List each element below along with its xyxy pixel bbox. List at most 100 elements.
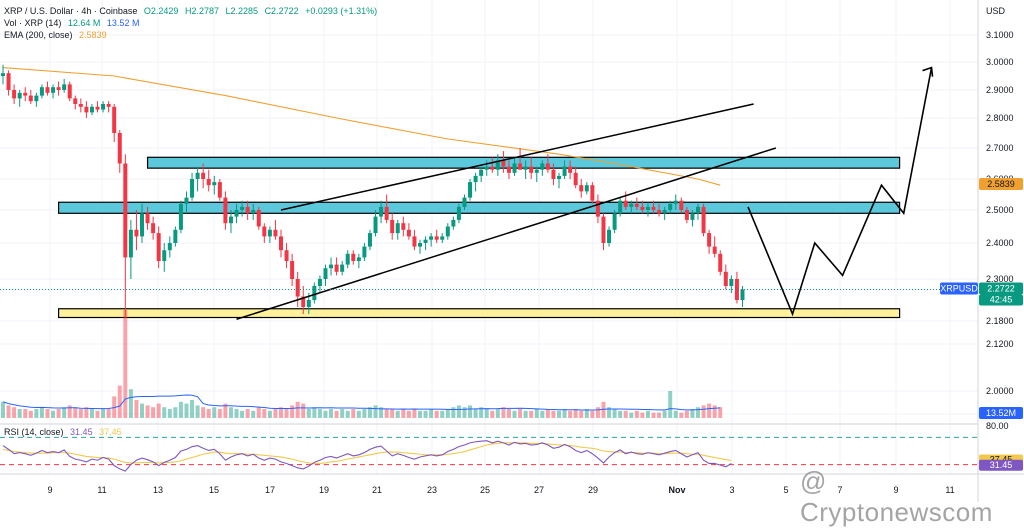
volume-bar [273, 409, 278, 418]
volume-bar [379, 407, 384, 418]
time-tick-label: 17 [265, 485, 275, 495]
candle-body [317, 279, 322, 286]
price-tick-label: 2.9000 [986, 85, 1014, 95]
trendline [280, 103, 754, 211]
volume-bar [279, 407, 283, 418]
ohlc-close: C2.2722 [264, 6, 299, 16]
volume-bar [512, 410, 517, 418]
candle-body [634, 203, 639, 207]
price-tick-label: 2.1200 [986, 339, 1014, 349]
candle-body [679, 200, 684, 210]
candle-body [690, 213, 695, 220]
time-tick-label: 19 [319, 485, 329, 495]
volume-value: 12.64 M [67, 18, 101, 28]
volume-bar [101, 409, 106, 418]
volume-bar [657, 412, 662, 418]
volume-bar [1, 401, 5, 418]
volume-bar [256, 407, 261, 418]
candle-body [367, 233, 372, 247]
candle-body [62, 84, 67, 90]
chart-canvas[interactable]: 3.10003.00002.90002.80002.70002.60002.50… [0, 0, 1024, 502]
candle-body [451, 219, 456, 227]
volume-bar [551, 410, 556, 418]
candle-body [696, 206, 700, 214]
ema-label: EMA (200, close) [4, 30, 73, 40]
ohlc-low: L2.2285 [225, 6, 259, 16]
candle-body [162, 250, 167, 261]
candle-body [251, 210, 256, 214]
symbol-title: XRP / U.S. Dollar · 4h · Coinbase [4, 6, 138, 16]
candle-body [629, 203, 634, 207]
volume-bar [423, 410, 428, 418]
volume-bar [345, 410, 350, 418]
volume-bar [362, 409, 367, 418]
price-tick-label: 3.1000 [986, 30, 1014, 40]
candle-body [234, 210, 239, 217]
volume-bar [557, 410, 561, 418]
candle-body [73, 98, 78, 104]
candle-body [267, 229, 272, 237]
candle-body [557, 175, 561, 179]
candle-body [607, 229, 612, 243]
candle-body [601, 216, 606, 243]
candle-body [640, 206, 645, 210]
volume-bar [6, 405, 11, 418]
volume-bar [529, 410, 534, 418]
candle-body [195, 172, 200, 179]
candle-body [128, 229, 133, 258]
countdown-badge-bg [979, 294, 1023, 306]
symbol-badge-bg [940, 282, 978, 295]
candle-body [662, 210, 667, 214]
price-tick-label: 2.5000 [986, 205, 1014, 215]
volume-bar [679, 412, 684, 418]
candle-body [534, 169, 539, 173]
volume-bar [412, 409, 417, 418]
volume-bar [262, 409, 267, 418]
volume-bar [234, 409, 239, 418]
volume-bar [673, 410, 678, 418]
projection-arrowhead [922, 66, 934, 77]
candle-body [501, 160, 506, 167]
candle-body [279, 236, 283, 251]
candle-body [590, 185, 595, 201]
candle-body [334, 264, 339, 272]
candle-body [429, 236, 434, 240]
candle-body [401, 223, 406, 230]
candle-body [462, 197, 467, 207]
volume-bar [612, 409, 617, 418]
volume-bar [562, 409, 567, 418]
time-tick-label: 25 [480, 485, 490, 495]
volume-bar [356, 410, 361, 418]
volume-bar [451, 407, 456, 418]
price-tick-label: 2.0000 [986, 386, 1014, 396]
volume-bar [590, 410, 595, 418]
candle-body [190, 179, 195, 198]
last-price-badge-bg [979, 282, 1023, 295]
time-tick-label: 29 [588, 485, 598, 495]
volume-bar [456, 405, 461, 418]
volume-bar [351, 409, 356, 418]
volume-bar [73, 407, 78, 418]
candle-body [23, 92, 28, 96]
candle-body [468, 182, 473, 198]
candle-body [618, 200, 623, 214]
volume-bar [523, 410, 528, 418]
candle-body [12, 90, 17, 99]
rsi-line [2, 440, 732, 472]
candle-body [718, 253, 723, 272]
volume-bar [267, 410, 272, 418]
candle-body [529, 166, 534, 173]
volume-bar [51, 410, 56, 418]
candle-body [106, 104, 111, 107]
candle-body [206, 179, 211, 186]
candle-body [329, 264, 334, 269]
candle-body [95, 106, 100, 110]
candle-body [140, 213, 144, 237]
candle-body [101, 104, 106, 110]
volume-bar [645, 410, 650, 418]
volume-bar [701, 405, 706, 418]
watermark: @ Cryptonewscom [800, 466, 993, 527]
volume-bar [251, 410, 256, 418]
candle-body [89, 106, 94, 113]
volume-bar [473, 409, 478, 418]
